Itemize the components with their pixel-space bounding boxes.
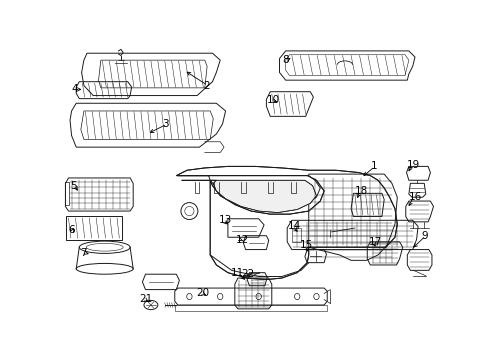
Text: 19: 19 <box>407 160 420 170</box>
Text: 15: 15 <box>299 240 312 250</box>
Text: 3: 3 <box>162 119 169 129</box>
Text: 12: 12 <box>235 235 248 244</box>
Text: 4: 4 <box>71 84 78 94</box>
Text: 6: 6 <box>68 225 75 235</box>
Text: 17: 17 <box>368 237 381 247</box>
Text: 10: 10 <box>266 95 280 105</box>
Text: 13: 13 <box>218 215 231 225</box>
Text: 2: 2 <box>203 81 209 91</box>
Text: 18: 18 <box>354 186 367 196</box>
Text: 21: 21 <box>139 294 152 304</box>
Text: 22: 22 <box>241 269 254 279</box>
Text: 1: 1 <box>369 161 376 171</box>
Text: 7: 7 <box>80 248 86 258</box>
Text: 11: 11 <box>231 268 244 278</box>
Polygon shape <box>178 176 320 209</box>
Text: 5: 5 <box>70 181 77 191</box>
Polygon shape <box>176 166 396 280</box>
Text: 8: 8 <box>281 55 288 65</box>
Text: 9: 9 <box>420 231 427 241</box>
Polygon shape <box>182 180 316 213</box>
Text: 16: 16 <box>408 192 421 202</box>
Text: 20: 20 <box>196 288 209 298</box>
Text: 14: 14 <box>287 221 301 231</box>
